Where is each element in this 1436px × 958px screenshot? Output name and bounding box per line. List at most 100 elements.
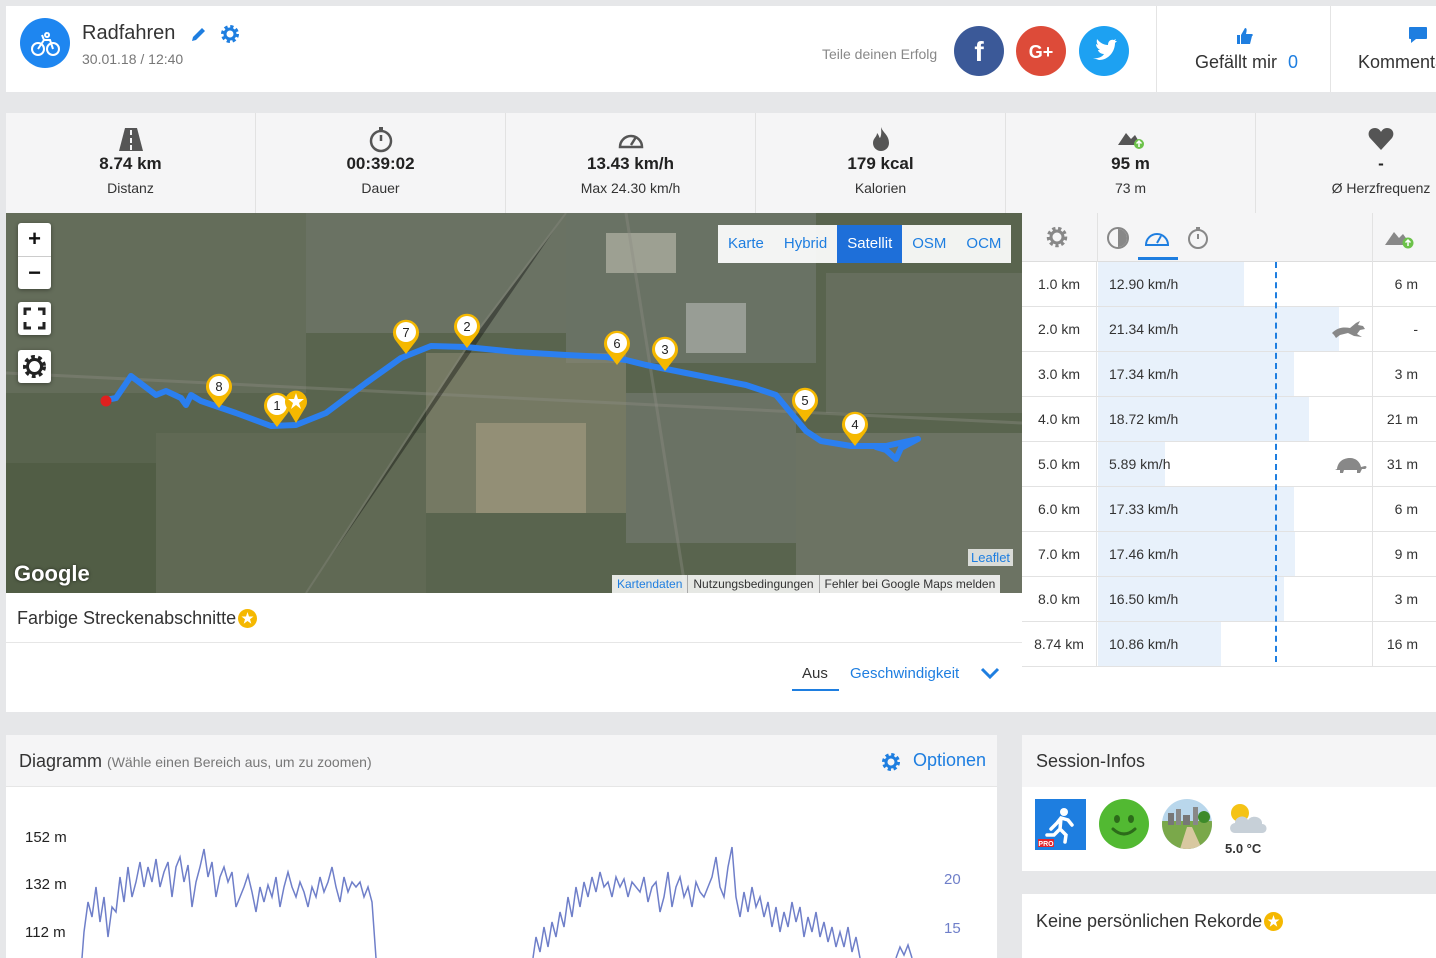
- route-marker-8[interactable]: 8: [204, 371, 234, 409]
- map-data-link[interactable]: Kartendaten: [612, 575, 689, 593]
- split-speed: 18.72 km/h: [1109, 411, 1179, 427]
- svg-text:1: 1: [273, 398, 280, 413]
- stat-label: Max 24.30 km/h: [580, 180, 681, 196]
- twitter-share-button[interactable]: [1079, 26, 1129, 76]
- premium-star-icon: [238, 609, 257, 628]
- stat-label: Distanz: [107, 180, 154, 196]
- chevron-down-icon[interactable]: [980, 663, 1000, 683]
- split-speed-bar: [1098, 487, 1294, 531]
- svg-text:3: 3: [661, 342, 668, 357]
- stopwatch-tab-icon[interactable]: [1186, 226, 1210, 250]
- diagram-panel[interactable]: Diagramm (Wähle einen Bereich aus, um zu…: [6, 735, 997, 958]
- route-map[interactable]: 8 1 7 2 6 3 5 4 + −: [6, 213, 1022, 593]
- split-row: 2.0 km 21.34 km/h -: [1022, 307, 1436, 352]
- split-elevation: 31 m: [1372, 442, 1436, 486]
- split-distance: 2.0 km: [1022, 307, 1097, 351]
- svg-text:4: 4: [851, 417, 858, 432]
- stat-value: 8.74 km: [99, 154, 162, 173]
- layer-osm[interactable]: OSM: [912, 235, 947, 252]
- stat-duration: 00:39:02 Dauer: [256, 113, 506, 213]
- leaflet-link[interactable]: Leaflet: [968, 549, 1014, 566]
- fullscreen-button[interactable]: [18, 302, 51, 335]
- route-marker-5[interactable]: 5: [790, 385, 820, 423]
- header-divider: [1330, 6, 1331, 92]
- session-title: Session-Infos: [1036, 751, 1146, 771]
- split-speed: 21.34 km/h: [1109, 321, 1179, 337]
- split-speed: 12.90 km/h: [1109, 276, 1179, 292]
- speedometer-tab-icon[interactable]: [1144, 226, 1170, 250]
- split-row: 5.0 km 5.89 km/h 31 m: [1022, 442, 1436, 487]
- premium-star-icon: [1264, 912, 1283, 931]
- edit-pencil-icon[interactable]: [189, 24, 209, 44]
- split-row: 8.74 km 10.86 km/h 16 m: [1022, 622, 1436, 667]
- smiley-happy-icon: [1099, 799, 1149, 849]
- like-button[interactable]: Gefällt mir 0: [1157, 6, 1331, 92]
- route-marker-4[interactable]: 4: [840, 409, 870, 447]
- split-speed: 17.46 km/h: [1109, 546, 1179, 562]
- gear-icon[interactable]: [218, 22, 242, 46]
- split-distance: 8.0 km: [1022, 577, 1097, 621]
- route-marker-6[interactable]: 6: [602, 328, 632, 366]
- terms-link[interactable]: Nutzungsbedingungen: [688, 575, 820, 593]
- layer-satellit[interactable]: Satellit: [837, 225, 903, 263]
- thumbs-up-icon: [1235, 26, 1255, 46]
- weather-cloudy-icon: [1225, 801, 1269, 835]
- layer-karte[interactable]: Karte: [728, 235, 764, 252]
- svg-text:G+: G+: [1029, 42, 1054, 62]
- zoom-out-button[interactable]: −: [18, 256, 51, 289]
- stat-value: 00:39:02: [346, 154, 415, 173]
- google-logo: Google: [14, 561, 90, 586]
- svg-text:PRO: PRO: [1038, 841, 1054, 848]
- split-elevation: 21 m: [1372, 397, 1436, 441]
- report-error-link[interactable]: Fehler bei Google Maps melden: [824, 577, 996, 591]
- comments-button[interactable]: Kommentare: [1331, 6, 1436, 92]
- diagram-options-button[interactable]: Optionen: [913, 750, 987, 770]
- route-marker-3[interactable]: 3: [650, 334, 680, 372]
- layer-ocm[interactable]: OCM: [966, 235, 1002, 252]
- googleplus-share-button[interactable]: G+: [1016, 26, 1066, 76]
- svg-text:2: 2: [463, 319, 470, 334]
- segment-option-speed[interactable]: Geschwindigkeit: [850, 665, 960, 682]
- split-elevation: -: [1372, 307, 1436, 351]
- route-marker-2[interactable]: 2: [452, 311, 482, 349]
- divider: [1097, 213, 1098, 262]
- satellite-imagery: [6, 213, 1022, 593]
- split-distance: 1.0 km: [1022, 262, 1097, 306]
- stat-heart-rate: - Ø Herzfrequenz: [1256, 113, 1436, 213]
- elevation-speed-chart: [81, 846, 913, 958]
- facebook-share-button[interactable]: f: [954, 26, 1004, 76]
- zoom-in-button[interactable]: +: [28, 226, 41, 251]
- average-speed-line: [1275, 262, 1277, 662]
- heart-icon: [1367, 125, 1395, 153]
- pie-chart-tab-icon[interactable]: [1106, 226, 1130, 250]
- elevation-up-icon: [1384, 225, 1416, 251]
- split-row: 3.0 km 17.34 km/h 3 m: [1022, 352, 1436, 397]
- y-axis-right-tick: 20: [944, 871, 961, 888]
- session-header: [1022, 735, 1436, 787]
- split-row: 1.0 km 12.90 km/h 6 m: [1022, 262, 1436, 307]
- split-row: 8.0 km 16.50 km/h 3 m: [1022, 577, 1436, 622]
- split-distance: 6.0 km: [1022, 487, 1097, 531]
- layer-hybrid[interactable]: Hybrid: [783, 235, 828, 252]
- fullscreen-icon: [23, 307, 46, 330]
- gear-icon[interactable]: [1044, 224, 1070, 250]
- split-speed: 5.89 km/h: [1109, 456, 1171, 472]
- stat-distance: 8.74 km Distanz: [6, 113, 256, 213]
- stat-speed: 13.43 km/h Max 24.30 km/h: [506, 113, 756, 213]
- route-start-dot: [100, 395, 112, 407]
- activity-header: Radfahren 30.01.18 / 12:40 Teile deinen …: [6, 6, 1436, 92]
- route-marker-7[interactable]: 7: [391, 317, 421, 355]
- gear-icon[interactable]: [880, 751, 902, 773]
- split-speed-bar: [1098, 622, 1221, 666]
- road-icon: [117, 125, 145, 153]
- svg-text:8: 8: [215, 379, 222, 394]
- records-title: Keine persönlichen Rekorde: [1036, 911, 1263, 931]
- route-end-star-marker[interactable]: [284, 388, 308, 424]
- split-speed: 16.50 km/h: [1109, 591, 1179, 607]
- map-settings-button[interactable]: [18, 350, 51, 383]
- svg-text:6: 6: [613, 336, 620, 351]
- diagram-header: [6, 735, 997, 787]
- segment-option-off[interactable]: Aus: [802, 665, 828, 682]
- route-marker-1[interactable]: 1: [262, 390, 292, 428]
- header-divider: [1156, 6, 1157, 92]
